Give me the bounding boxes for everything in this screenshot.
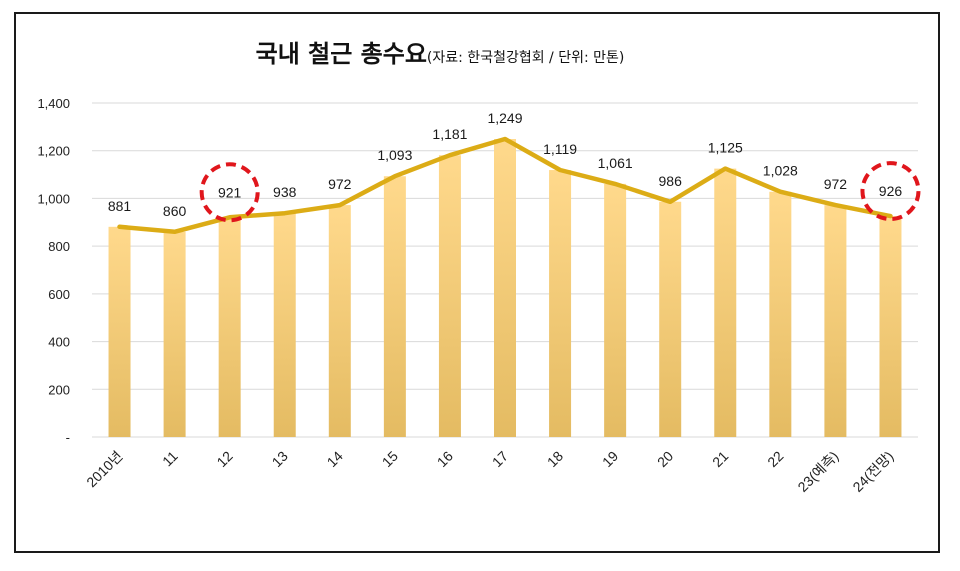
- x-tick-label: 20: [654, 448, 676, 470]
- y-tick-label: 400: [48, 335, 70, 350]
- y-tick-label: 800: [48, 239, 70, 254]
- data-label: 921: [218, 184, 242, 200]
- y-tick-label: -: [66, 430, 70, 445]
- data-label: 926: [879, 183, 903, 199]
- data-label: 938: [273, 184, 297, 200]
- bar: [218, 217, 241, 437]
- bar: [108, 226, 131, 437]
- bar: [714, 168, 737, 437]
- bar: [438, 155, 461, 438]
- x-tick-label: 23(예측): [794, 448, 841, 495]
- bar: [769, 191, 792, 437]
- x-tick-label: 12: [213, 448, 235, 470]
- x-tick-label: 11: [159, 448, 181, 470]
- x-tick-label: 16: [434, 448, 456, 470]
- y-axis-ticks: - 200 400 600 800 1,000 1,200 1,400: [37, 96, 70, 445]
- bar: [604, 183, 627, 437]
- data-label: 1,028: [763, 163, 798, 179]
- bar: [163, 231, 186, 437]
- data-label: 972: [328, 176, 352, 192]
- bar: [328, 205, 351, 437]
- highlight-circle: [199, 162, 260, 223]
- chart-title-group: 국내 철근 총수요(자료: 한국철강협회 / 단위: 만톤): [256, 40, 625, 68]
- y-tick-label: 1,400: [37, 96, 70, 111]
- x-tick-label: 15: [379, 448, 401, 470]
- y-tick-label: 600: [48, 287, 70, 302]
- highlight-circle: [860, 161, 921, 222]
- bar: [659, 201, 682, 437]
- y-tick-label: 1,200: [37, 144, 70, 159]
- chart-subtitle: (자료: 한국철강협회 / 단위: 만톤): [427, 50, 624, 66]
- svg-text:국내 철근 총수요(자료: 한국철강협회 / 단위: 만톤): 국내 철근 총수요(자료: 한국철강협회 / 단위: 만톤): [256, 40, 625, 68]
- data-label: 1,061: [598, 155, 633, 171]
- data-label: 881: [108, 198, 132, 214]
- bar: [824, 205, 847, 437]
- chart-title: 국내 철근 총수요: [256, 40, 427, 68]
- x-tick-label: 17: [489, 448, 511, 470]
- data-label: 1,119: [543, 141, 577, 157]
- y-tick-label: 200: [48, 382, 70, 397]
- x-tick-label: 18: [544, 448, 566, 470]
- bar: [549, 170, 572, 437]
- bar: [879, 216, 902, 437]
- data-label: 972: [824, 176, 848, 192]
- bar: [494, 139, 516, 437]
- data-label: 986: [659, 173, 683, 189]
- bar: [383, 176, 406, 437]
- x-tick-label: 19: [599, 448, 621, 470]
- data-labels: 881 860 921 938 972 1,093 1,181 1,249 1,119 1,061…: [108, 110, 903, 219]
- x-tick-label: 22: [764, 448, 786, 470]
- bar: [273, 213, 296, 437]
- x-tick-label: 13: [269, 448, 291, 470]
- data-label: 1,093: [377, 147, 412, 163]
- data-label: 1,181: [432, 126, 467, 142]
- data-label: 860: [163, 203, 187, 219]
- data-label: 1,249: [487, 110, 522, 126]
- x-tick-label: 2010년: [83, 448, 125, 490]
- data-label: 1,125: [708, 140, 743, 156]
- x-tick-label: 24(전망): [849, 448, 896, 495]
- bars: [108, 139, 902, 438]
- x-tick-label: 21: [709, 448, 731, 470]
- highlight-circles: [199, 161, 921, 223]
- x-tick-label: 14: [324, 448, 346, 470]
- x-axis-ticks: 2010년 11 12 13 14 15 16 17 18 19 20 21 22 23(예측) 24(전망…: [83, 448, 896, 495]
- y-tick-label: 1,000: [37, 191, 70, 206]
